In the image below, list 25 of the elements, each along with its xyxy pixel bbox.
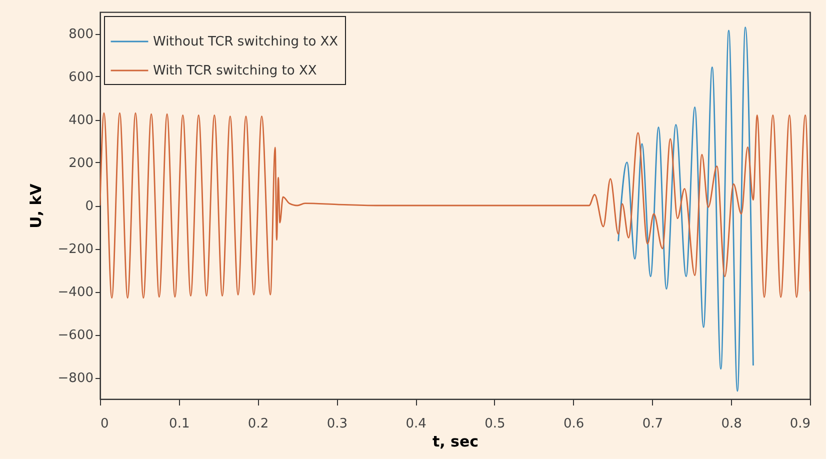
line-series [100,112,810,299]
y-tick-label: 800 [68,27,94,42]
x-tick-label: 0 [100,416,109,432]
x-tick-label: 0.9 [790,416,810,432]
y-axis-title: U, kV [26,183,45,228]
x-axis-title: t, sec [432,432,479,450]
y-tick-label: 0 [85,199,94,214]
y-tick-label: −600 [58,328,94,343]
x-tick-label: 0.3 [326,416,348,432]
line-series [618,26,754,392]
y-tick-label: 200 [68,156,94,171]
x-tick-label: 0.4 [406,416,426,432]
x-tick-label: 0.7 [642,416,664,432]
x-tick-label: 0.5 [484,416,506,432]
legend-label: With TCR switching to XX [153,64,317,78]
x-tick-label: 0.8 [721,416,742,432]
legend-label: Without TCR switching to XX [153,34,338,50]
x-tick-label: 0.6 [563,416,584,432]
y-tick-label: −800 [58,371,94,386]
x-tick-label: 0.2 [248,416,269,432]
x-tick-label: 0.1 [169,416,190,432]
y-tick-label: 400 [68,113,94,128]
y-tick-label: 600 [68,70,94,85]
y-tick-label: −400 [58,285,94,300]
y-tick-label: −200 [58,242,94,257]
